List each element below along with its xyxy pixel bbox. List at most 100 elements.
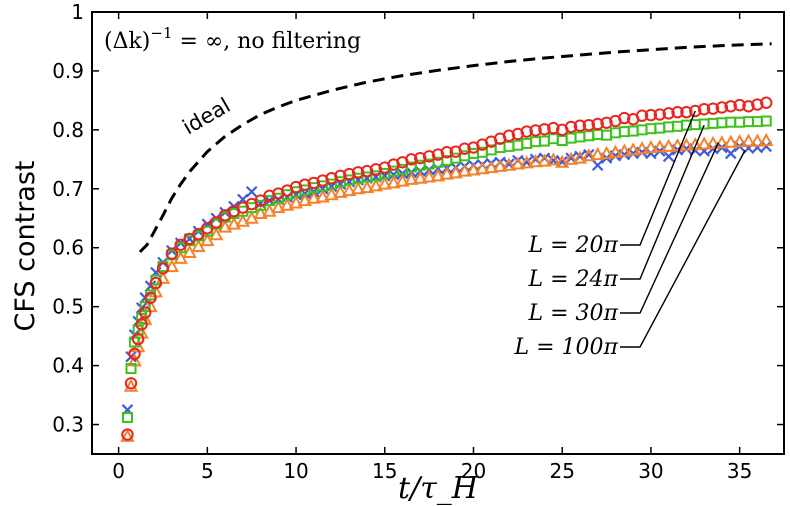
data-point <box>350 181 366 195</box>
data-point <box>439 166 455 180</box>
y-tick-label: 0.8 <box>52 118 84 142</box>
data-point <box>448 165 463 179</box>
cross-stroke <box>591 159 604 172</box>
data-point <box>245 185 258 198</box>
data-point <box>590 147 605 161</box>
data-point <box>139 306 152 319</box>
data-point <box>750 133 765 147</box>
data-point <box>458 142 471 155</box>
data-point <box>120 428 135 442</box>
x-axis-label: t/τ_H <box>398 471 479 506</box>
data-point <box>502 129 516 142</box>
data-point <box>555 154 570 168</box>
data-point <box>670 138 685 152</box>
data-point <box>715 101 729 114</box>
y-tick-label: 0.3 <box>52 413 84 437</box>
data-point <box>679 137 694 151</box>
chart-title-rest: = ∞, no filtering <box>173 29 362 54</box>
data-point <box>662 107 675 120</box>
data-point <box>582 118 596 132</box>
x-tick-label: 30 <box>638 459 663 483</box>
chart-title: (Δk)−1 = ∞, no filtering <box>104 24 361 54</box>
data-point <box>581 148 597 162</box>
data-point <box>751 98 764 111</box>
x-tick-label: 15 <box>372 459 397 483</box>
data-point <box>315 189 330 203</box>
data-point <box>644 108 658 122</box>
data-point <box>608 144 623 158</box>
data-point <box>306 190 321 204</box>
x-tick-label: 5 <box>201 459 214 483</box>
data-point <box>714 135 730 149</box>
data-point <box>271 200 286 214</box>
data-point <box>342 182 357 197</box>
data-point <box>422 150 436 163</box>
data-point <box>217 219 233 233</box>
data-point <box>297 193 313 207</box>
data-point <box>279 197 295 211</box>
data-point <box>174 238 187 251</box>
data-point <box>334 169 347 183</box>
data-point <box>733 98 746 112</box>
chart-title-base: (Δk) <box>104 29 150 54</box>
data-point <box>643 139 659 154</box>
legend-label-pi: π <box>603 267 619 292</box>
data-point <box>121 411 133 423</box>
cross-stroke <box>662 150 675 163</box>
cross-stroke <box>520 156 533 169</box>
data-point <box>662 150 675 163</box>
plot-frame <box>91 11 785 455</box>
data-point <box>201 222 214 235</box>
y-tick-label: 0.5 <box>52 295 84 319</box>
data-point <box>600 116 613 129</box>
data-point <box>572 150 588 164</box>
data-point <box>351 166 365 179</box>
data-point <box>121 428 134 441</box>
data-point <box>210 216 223 229</box>
legend-label-pi: π <box>603 233 619 258</box>
data-point <box>724 147 737 160</box>
data-point <box>149 276 163 290</box>
legend-label: L = 30π <box>528 301 619 326</box>
data-point <box>732 134 747 148</box>
data-point <box>688 137 703 151</box>
data-point <box>635 109 649 122</box>
data-point <box>492 158 508 172</box>
cross-stroke <box>724 147 737 160</box>
data-point <box>124 377 138 390</box>
legend-label-text: L = 20 <box>528 233 604 258</box>
data-point <box>386 175 401 189</box>
data-point <box>696 136 712 150</box>
leader-line <box>620 110 696 246</box>
cross-stroke <box>245 185 258 198</box>
data-point <box>618 111 631 125</box>
data-point <box>413 170 428 184</box>
legend-leader-lines <box>620 110 746 348</box>
data-point <box>653 108 666 121</box>
data-point <box>164 259 180 273</box>
data-point <box>741 133 756 147</box>
data-point <box>547 121 560 135</box>
data-point <box>680 105 693 119</box>
data-point <box>510 156 526 170</box>
data-point <box>131 332 145 346</box>
data-point <box>519 155 534 169</box>
x-tick-label: 25 <box>549 459 574 483</box>
data-point <box>671 105 684 119</box>
data-point <box>395 173 410 187</box>
data-point <box>625 142 641 156</box>
data-point <box>324 187 339 201</box>
data-point <box>697 103 711 116</box>
data-point <box>298 178 312 191</box>
data-point <box>706 102 720 115</box>
x-tick-label: 35 <box>727 459 752 483</box>
data-point <box>156 262 170 275</box>
data-point <box>466 162 481 176</box>
data-point <box>368 178 384 192</box>
legend-label-pi: π <box>603 301 619 326</box>
data-point <box>125 363 137 375</box>
data-point <box>591 117 604 131</box>
x-tick-label: 20 <box>461 459 486 483</box>
data-point <box>529 124 542 137</box>
